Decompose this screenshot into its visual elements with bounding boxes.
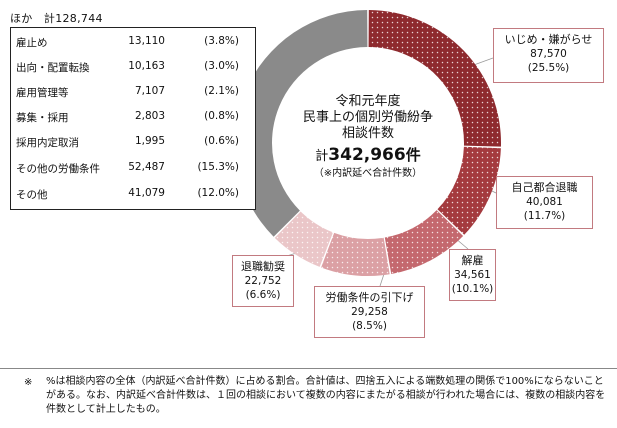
callout-value: 40,081: [526, 196, 563, 208]
callout-value: 22,752: [244, 275, 282, 287]
others-row-percent: (15.3%): [197, 161, 239, 173]
others-row: その他の労働条件 52,487 (15.3%): [11, 158, 257, 178]
center-summary: 令和元年度 民事上の個別労働紛争 相談件数 計342,966件 （※内訳延べ合計…: [270, 94, 466, 180]
callout-rodo-joken: 労働条件の引下げ 29,258 (8.5%): [314, 286, 425, 338]
callout-kaiko: 解雇 34,561 (10.1%): [449, 249, 496, 301]
callout-jiko-tsugou: 自己都合退職 40,081 (11.7%): [496, 176, 593, 229]
callout-value: 34,561: [454, 269, 491, 281]
others-row: 雇用管理等 7,107 (2.1%): [11, 82, 257, 102]
others-row-value: 41,079: [128, 187, 165, 199]
others-row-value: 13,110: [128, 35, 165, 47]
callout-percent: (10.1%): [451, 283, 494, 295]
others-heading: ほか 計128,744: [10, 12, 103, 25]
others-row-label: 出向・配置転換: [16, 62, 90, 74]
others-row-value: 1,995: [134, 135, 165, 147]
others-row-label: その他: [16, 189, 48, 201]
callout-taishoku-kansho: 退職勧奨 22,752 (6.6%): [232, 255, 294, 307]
others-row-label: 雇止め: [16, 37, 48, 49]
others-row-label: その他の労働条件: [16, 163, 100, 175]
callout-label: 解雇: [461, 254, 484, 267]
donut-slice-4: [274, 211, 334, 267]
callout-percent: (25.5%): [527, 62, 570, 74]
donut-slice-5: [235, 10, 368, 237]
footnote-text: %は相談内容の全体（内訳延べ合計件数）に占める割合。合計値は、四捨五入による端数…: [46, 376, 606, 415]
others-row-label: 採用内定取消: [16, 137, 79, 149]
callout-label: 労働条件の引下げ: [325, 291, 414, 304]
callout-label: 自己都合退職: [511, 181, 578, 194]
others-row-value: 52,487: [128, 161, 165, 173]
callout-ijime: いじめ・嫌がらせ 87,570 (25.5%): [493, 28, 604, 83]
callout-label: いじめ・嫌がらせ: [504, 33, 593, 46]
total-value: 342,966: [328, 145, 406, 165]
donut-slice-2: [384, 210, 464, 274]
callout-percent: (6.6%): [245, 289, 281, 301]
callout-value: 87,570: [530, 48, 567, 60]
others-breakdown-table: 雇止め 13,110 (3.8%) 出向・配置転換 10,163 (3.0%) …: [10, 27, 256, 210]
center-title-line-3: 相談件数: [341, 126, 394, 141]
callout-value: 29,258: [351, 306, 388, 318]
others-row-percent: (0.6%): [204, 135, 239, 147]
others-row: 出向・配置転換 10,163 (3.0%): [11, 57, 257, 77]
others-row-percent: (2.1%): [204, 85, 239, 97]
others-row: 雇止め 13,110 (3.8%): [11, 32, 257, 52]
total-unit: 件: [405, 146, 421, 164]
donut-chart: [235, 10, 501, 287]
others-row-value: 7,107: [134, 85, 165, 97]
others-row-label: 雇用管理等: [16, 87, 69, 99]
others-row-label: 募集・採用: [16, 112, 69, 124]
others-row: 募集・採用 2,803 (0.8%): [11, 107, 257, 127]
others-row-percent: (0.8%): [204, 110, 239, 122]
others-row: 採用内定取消 1,995 (0.6%): [11, 132, 257, 152]
donut-slices: [235, 10, 501, 276]
callout-percent: (8.5%): [352, 320, 387, 332]
total-prefix: 計: [315, 149, 329, 164]
others-row-percent: (3.0%): [204, 60, 239, 72]
donut-slice-1: [437, 146, 501, 235]
footnote-divider: [0, 368, 617, 369]
others-row-percent: (12.0%): [197, 187, 239, 199]
footnote-mark: ※: [24, 377, 33, 388]
others-row-percent: (3.8%): [204, 35, 239, 47]
donut-slice-0: [368, 10, 501, 147]
callout-percent: (11.7%): [523, 210, 566, 222]
total-note: （※内訳延べ合計件数）: [313, 168, 423, 179]
others-row-value: 10,163: [128, 60, 165, 72]
callout-label: 退職勧奨: [241, 260, 285, 273]
donut-slice-3: [321, 232, 390, 276]
center-title-line-1: 令和元年度: [335, 94, 401, 109]
center-title-line-2: 民事上の個別労働紛争: [302, 110, 433, 125]
others-row-value: 2,803: [134, 110, 165, 122]
others-row: その他 41,079 (12.0%): [11, 184, 257, 204]
total-count: 計342,966件: [270, 145, 466, 167]
